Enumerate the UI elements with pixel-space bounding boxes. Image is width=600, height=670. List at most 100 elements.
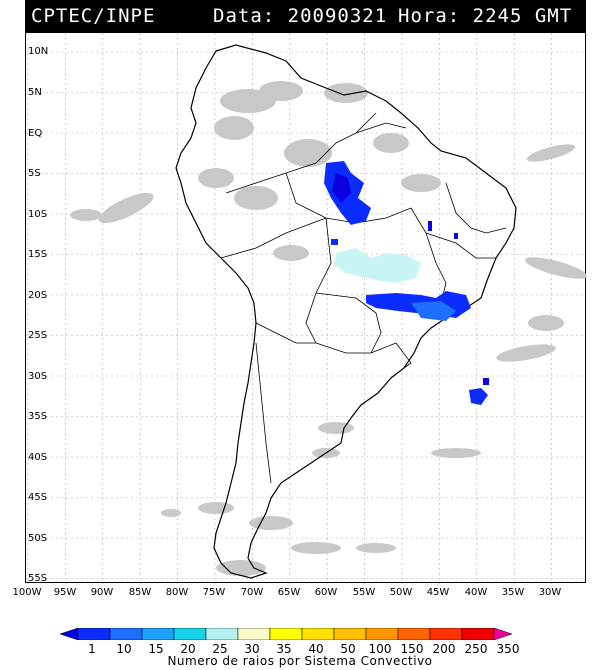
lon-label: 35W	[501, 587, 525, 598]
cloud-patch	[273, 245, 309, 261]
lat-label: 40S	[28, 452, 48, 463]
legend-value-label: 20	[180, 642, 196, 656]
colorbar-segment	[237, 628, 271, 640]
legend-value-label: 15	[148, 642, 164, 656]
colorbar-segment	[397, 628, 431, 640]
border-line	[395, 342, 412, 369]
country-borders	[220, 112, 507, 484]
colorbar-segment	[365, 628, 399, 640]
border-line	[255, 342, 272, 484]
cloud-patch	[249, 516, 293, 530]
cloud-patch	[234, 186, 278, 210]
legend-value-label: 200	[432, 642, 456, 656]
border-line	[425, 232, 496, 259]
lat-label: 5N	[28, 87, 42, 98]
cloud-patch	[284, 139, 332, 167]
lat-label: 10S	[28, 209, 48, 220]
lat-label: 50S	[28, 533, 48, 544]
border-line	[315, 292, 382, 354]
colorbar-segment	[60, 628, 79, 640]
source-label: CPTEC/INPE	[31, 5, 156, 27]
lon-label: 45W	[426, 587, 450, 598]
cloud-patch	[318, 422, 354, 434]
cloud-patch	[198, 168, 234, 188]
cloud-patch	[401, 174, 441, 192]
legend-title: Numero de raios por Sistema Convectivo	[167, 654, 433, 668]
lon-label: 95W	[53, 587, 77, 598]
border-line	[225, 122, 407, 194]
lat-label: 5S	[28, 168, 41, 179]
border-line	[355, 112, 377, 134]
colorbar-segment	[77, 628, 111, 640]
lon-label: 40W	[464, 587, 488, 598]
colorbar-segment	[429, 628, 463, 640]
cloud-patch	[98, 192, 154, 224]
colorbar-segment	[461, 628, 495, 640]
lon-label: 85W	[128, 587, 152, 598]
lat-label: 55S	[28, 573, 48, 584]
storm-cell	[469, 388, 488, 405]
colorbar-segment	[493, 628, 513, 640]
map-panel: 10N 5N EQ 5S 10S 15S 20S 25S 30S 35S 40S…	[25, 32, 587, 584]
legend-value-label: 250	[464, 642, 488, 656]
storm-cell	[428, 221, 432, 231]
legend-value-label: 40	[308, 642, 324, 656]
date-label: Data: 20090321	[213, 5, 388, 27]
cloud-patch	[431, 448, 481, 458]
lon-label: 60W	[314, 587, 338, 598]
legend-colorbar	[60, 628, 513, 640]
legend-value-label: 10	[116, 642, 132, 656]
lat-label: 20S	[28, 290, 48, 301]
lon-label: 65W	[277, 587, 301, 598]
storm-cell	[454, 233, 458, 239]
lon-label: 50W	[389, 587, 413, 598]
storm-cell	[332, 173, 351, 203]
legend-value-label: 30	[244, 642, 260, 656]
cloud-patch	[373, 133, 409, 153]
lon-label: 80W	[165, 587, 189, 598]
cloud-patch	[198, 502, 234, 514]
legend-value-label: 50	[340, 642, 356, 656]
legend-value-label: 35	[276, 642, 292, 656]
lon-label: 55W	[352, 587, 376, 598]
lat-label: 10N	[28, 46, 49, 57]
lon-label: 70W	[240, 587, 264, 598]
colorbar-segment	[141, 628, 175, 640]
cloud-patch	[216, 560, 266, 576]
lon-label: 90W	[90, 587, 114, 598]
cloud-patch	[259, 81, 303, 101]
storm-cell	[483, 378, 489, 385]
cloud-patch	[324, 83, 368, 103]
time-label: Hora: 2245 GMT	[398, 5, 573, 27]
colorbar-segment	[205, 628, 239, 640]
cloud-patch	[496, 344, 556, 362]
colorbar-segment	[269, 628, 303, 640]
colorbar-segment	[301, 628, 335, 640]
legend-value-label: 100	[368, 642, 392, 656]
legend-value-label: 150	[400, 642, 424, 656]
legend-value-label: 350	[496, 642, 520, 656]
south-america-coastline	[175, 44, 517, 579]
lat-label: 25S	[28, 330, 48, 341]
lon-label: 100W	[12, 587, 42, 598]
lat-label: 15S	[28, 249, 48, 260]
border-line	[445, 182, 507, 234]
cloud-patch	[528, 315, 564, 331]
border-line	[285, 172, 412, 224]
lat-label: 35S	[28, 411, 48, 422]
lat-label: 30S	[28, 371, 48, 382]
border-line	[315, 342, 397, 354]
lon-label: 30W	[538, 587, 562, 598]
colorbar-segment	[333, 628, 367, 640]
south-america-map	[26, 33, 587, 584]
cloud-cover	[70, 81, 587, 576]
storm-cell	[331, 239, 338, 245]
border-line	[255, 322, 316, 344]
cloud-patch	[161, 509, 181, 517]
cloud-patch	[356, 543, 396, 553]
legend-value-label: 25	[212, 642, 228, 656]
border-line	[410, 207, 447, 304]
convective-systems	[324, 161, 489, 405]
graticule	[26, 33, 587, 584]
legend-value-label: 1	[88, 642, 96, 656]
